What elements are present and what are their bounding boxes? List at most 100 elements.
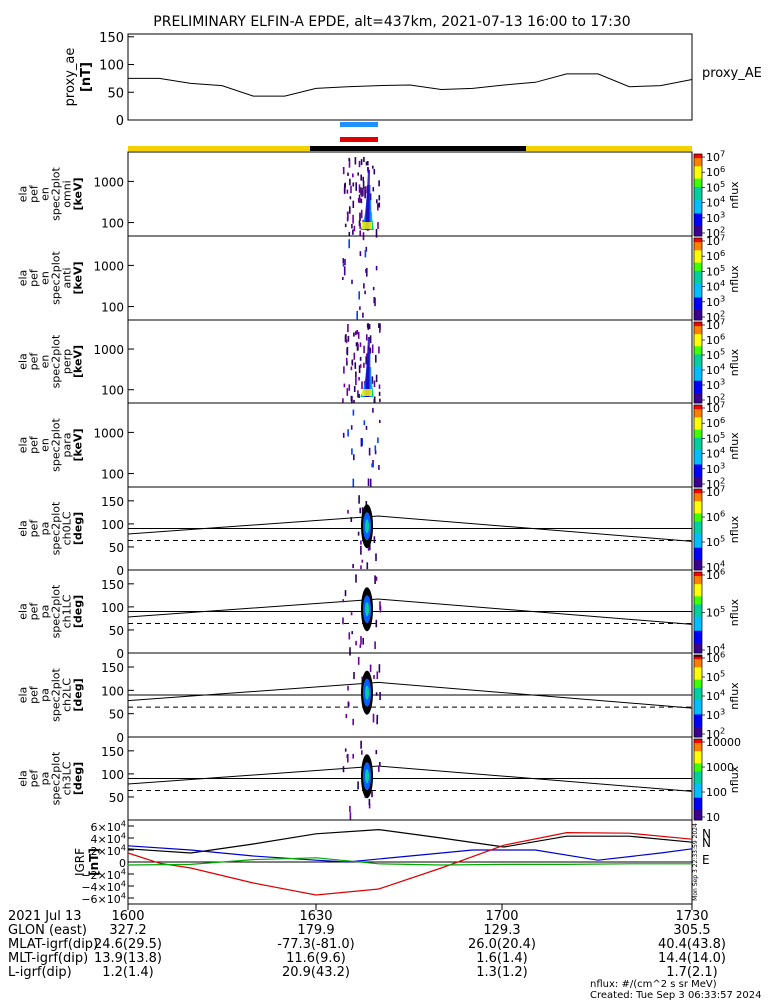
y-axis-label-line: en [39,438,52,452]
colorbar-pa6: 106 105 104 nflux [693,567,741,657]
colorbar-pa7: 106 105 104 103 102 nflux [693,650,741,741]
colorbar-tick-label: 107 [706,233,725,248]
colorbar-cell [694,728,702,732]
colorbar-cell [694,739,702,742]
heatmap-cell [367,323,369,330]
plot-title: PRELIMINARY ELFIN-A EPDE, alt=437km, 202… [153,14,630,30]
bfield-ytick-label: −2×104 [81,867,126,882]
footer-row-value: 305.5 [673,923,710,938]
colorbar-cell [694,620,702,624]
colorbar-cell [694,626,702,630]
colorbar-cell [694,437,702,441]
y-axis-label-line: pef [28,602,41,621]
colorbar-cell [694,466,702,470]
colorbar-cell [694,565,702,569]
colorbar-cell [694,309,702,313]
colorbar-cell [694,630,702,634]
colorbar-label: nflux [728,265,741,293]
colorbar-cell [694,588,702,591]
heatmap-cell [351,448,353,455]
heatmap-cell [378,465,380,470]
colorbar-tick-label: 103 [706,209,725,224]
heatmap-cell [342,599,344,603]
pa-ytick-label: 0 [116,731,124,745]
heatmap-cell [360,636,362,645]
footer-row-label: GLON (east) [8,923,87,938]
colorbar-cell [694,582,702,585]
colorbar-tick-label: 103 [706,707,725,722]
colorbar-cell [694,689,702,693]
colorbar-cell [694,644,702,648]
heatmap-cell [360,438,363,447]
y-axis-label-line: spec2plot [50,668,63,722]
heatmap-cell [357,531,360,536]
colorbar-cell [694,624,702,628]
colorbar-cell [694,489,702,492]
colorbar-cell [694,168,702,171]
colorbar-cell [694,484,702,488]
red-marker-bar [340,137,378,142]
pa-blob-core [365,519,369,534]
colorbar-cell [694,618,702,622]
footer-time-2: 1700 [485,909,518,924]
colorbar-cell [694,358,702,361]
colorbar-cell [694,450,702,453]
colorbar-cell [694,775,702,778]
colorbar-cell [694,702,702,705]
colorbar-cell [694,427,702,431]
colorbar-cell [694,441,702,445]
heatmap-cell [359,251,362,257]
colorbar-tick-label: 10000 [706,736,741,749]
heatmap-cell [372,460,374,468]
colorbar-cell [694,600,702,603]
heatmap-cell [377,203,379,211]
colorbar-cell [694,691,702,695]
colorbar-cell [694,446,702,449]
heatmap-cell [355,574,357,583]
colorbar-cell [694,299,702,303]
proxy-ae-ylabel-unit: [nT] [79,62,94,92]
colorbar-cell [694,315,702,319]
heatmap-cell [362,176,364,182]
heatmap-cell [369,664,372,673]
colorbar-cell [694,679,702,683]
colorbar-cell [694,781,702,785]
colorbar-tick-label: 106 [706,650,725,665]
colorbar-cell [694,531,702,535]
heatmap-cell [373,536,376,543]
heatmap-cell [343,266,346,276]
colorbar-cell [694,700,702,703]
bfield-ylabel: IGRF [73,848,87,876]
heatmap-cell [342,263,345,267]
colorbar-cell [694,661,702,664]
colorbar-cell [694,360,702,363]
footer-row-value: 20.9(43.2) [282,965,350,980]
colorbar-cell [694,429,702,433]
y-axis-label-line: [deg] [72,512,85,545]
footer-row-value: 1.7(2.1) [666,965,718,980]
bfield-series-black [127,828,693,854]
heatmap-cell [378,384,381,389]
colorbar-tick-label: 107 [706,149,725,164]
colorbar-cell [694,714,702,717]
heatmap-cell [344,748,347,752]
heatmap-cell [369,541,371,551]
y-axis-label-line: pef [28,685,41,704]
colorbar-cell [694,405,702,408]
colorbar-cell [694,563,702,567]
colorbar-tick-label: 106 [706,415,725,430]
colorbar-cell [694,229,702,233]
heatmap-cell [360,565,362,570]
heatmap-cell [342,258,345,264]
y-axis-label-line: spec2plot [50,584,63,638]
heatmap-cell [359,644,362,648]
colorbar-cell [694,517,702,520]
colorbar-cell [694,392,702,396]
colorbar-cell [694,326,702,329]
heatmap-cell [352,753,354,759]
colorbar-cell [694,724,702,728]
colorbar-cell [694,648,702,652]
